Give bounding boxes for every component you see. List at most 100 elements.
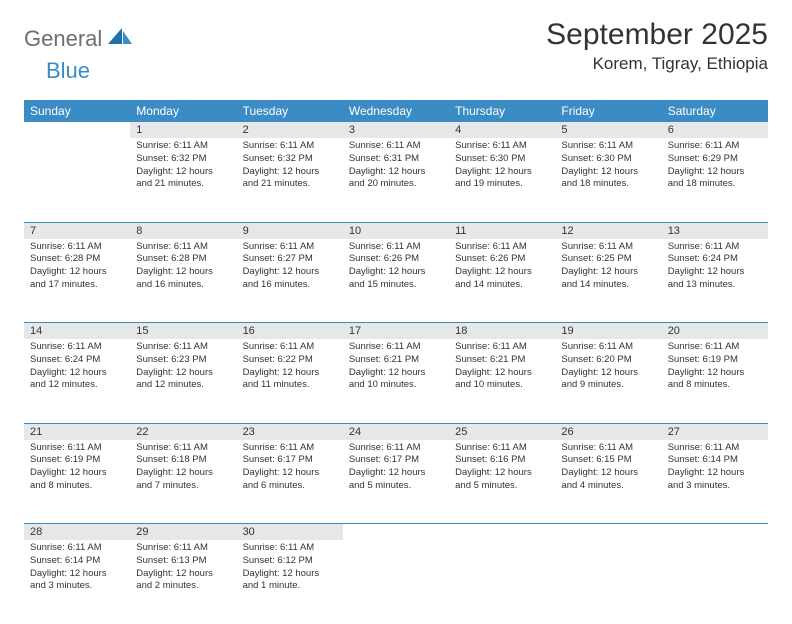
- calendar-table: Sunday Monday Tuesday Wednesday Thursday…: [24, 100, 768, 624]
- day-cell: Sunrise: 6:11 AM Sunset: 6:22 PM Dayligh…: [237, 339, 343, 423]
- day-cell-text: Sunrise: 6:11 AM Sunset: 6:31 PM Dayligh…: [343, 138, 449, 195]
- day-cell: Sunrise: 6:11 AM Sunset: 6:19 PM Dayligh…: [24, 440, 130, 524]
- day-cell-text: Sunrise: 6:11 AM Sunset: 6:21 PM Dayligh…: [343, 339, 449, 396]
- day-cell-text: Sunrise: 6:11 AM Sunset: 6:26 PM Dayligh…: [449, 239, 555, 296]
- day-cell: [662, 540, 768, 624]
- day-cell: Sunrise: 6:11 AM Sunset: 6:26 PM Dayligh…: [449, 239, 555, 323]
- day-number: 14: [24, 323, 130, 340]
- weekday-header: Wednesday: [343, 100, 449, 122]
- day-number: [555, 524, 661, 541]
- day-cell-text: Sunrise: 6:11 AM Sunset: 6:29 PM Dayligh…: [662, 138, 768, 195]
- day-cell: Sunrise: 6:11 AM Sunset: 6:12 PM Dayligh…: [237, 540, 343, 624]
- day-cell: Sunrise: 6:11 AM Sunset: 6:31 PM Dayligh…: [343, 138, 449, 222]
- day-content-row: Sunrise: 6:11 AM Sunset: 6:19 PM Dayligh…: [24, 440, 768, 524]
- weekday-header: Friday: [555, 100, 661, 122]
- day-cell: [24, 138, 130, 222]
- day-number: 2: [237, 122, 343, 138]
- day-cell: Sunrise: 6:11 AM Sunset: 6:19 PM Dayligh…: [662, 339, 768, 423]
- day-number: [449, 524, 555, 541]
- day-number: 26: [555, 423, 661, 440]
- day-cell-text: Sunrise: 6:11 AM Sunset: 6:13 PM Dayligh…: [130, 540, 236, 597]
- day-content-row: Sunrise: 6:11 AM Sunset: 6:24 PM Dayligh…: [24, 339, 768, 423]
- daynum-row: 21222324252627: [24, 423, 768, 440]
- day-cell-text: Sunrise: 6:11 AM Sunset: 6:19 PM Dayligh…: [24, 440, 130, 497]
- day-cell: Sunrise: 6:11 AM Sunset: 6:15 PM Dayligh…: [555, 440, 661, 524]
- day-cell-text: Sunrise: 6:11 AM Sunset: 6:27 PM Dayligh…: [237, 239, 343, 296]
- day-number: 5: [555, 122, 661, 138]
- day-cell: Sunrise: 6:11 AM Sunset: 6:14 PM Dayligh…: [662, 440, 768, 524]
- day-cell: Sunrise: 6:11 AM Sunset: 6:14 PM Dayligh…: [24, 540, 130, 624]
- day-cell: Sunrise: 6:11 AM Sunset: 6:30 PM Dayligh…: [555, 138, 661, 222]
- day-cell: [343, 540, 449, 624]
- day-cell: Sunrise: 6:11 AM Sunset: 6:24 PM Dayligh…: [662, 239, 768, 323]
- day-number: 30: [237, 524, 343, 541]
- day-cell-text: Sunrise: 6:11 AM Sunset: 6:32 PM Dayligh…: [237, 138, 343, 195]
- day-cell-text: [555, 540, 661, 546]
- day-number: 17: [343, 323, 449, 340]
- day-cell-text: Sunrise: 6:11 AM Sunset: 6:16 PM Dayligh…: [449, 440, 555, 497]
- day-cell: Sunrise: 6:11 AM Sunset: 6:23 PM Dayligh…: [130, 339, 236, 423]
- day-cell: Sunrise: 6:11 AM Sunset: 6:16 PM Dayligh…: [449, 440, 555, 524]
- day-number: 6: [662, 122, 768, 138]
- day-number: 7: [24, 222, 130, 239]
- day-number: 20: [662, 323, 768, 340]
- day-number: 10: [343, 222, 449, 239]
- day-cell-text: Sunrise: 6:11 AM Sunset: 6:23 PM Dayligh…: [130, 339, 236, 396]
- day-cell-text: Sunrise: 6:11 AM Sunset: 6:24 PM Dayligh…: [24, 339, 130, 396]
- day-number: 28: [24, 524, 130, 541]
- day-cell-text: Sunrise: 6:11 AM Sunset: 6:30 PM Dayligh…: [449, 138, 555, 195]
- day-cell: Sunrise: 6:11 AM Sunset: 6:28 PM Dayligh…: [24, 239, 130, 323]
- page-title: September 2025: [546, 18, 768, 52]
- day-cell-text: Sunrise: 6:11 AM Sunset: 6:17 PM Dayligh…: [343, 440, 449, 497]
- day-cell-text: Sunrise: 6:11 AM Sunset: 6:24 PM Dayligh…: [662, 239, 768, 296]
- day-cell-text: Sunrise: 6:11 AM Sunset: 6:28 PM Dayligh…: [24, 239, 130, 296]
- day-cell-text: Sunrise: 6:11 AM Sunset: 6:14 PM Dayligh…: [24, 540, 130, 597]
- day-number: 12: [555, 222, 661, 239]
- day-cell: Sunrise: 6:11 AM Sunset: 6:21 PM Dayligh…: [343, 339, 449, 423]
- day-cell: Sunrise: 6:11 AM Sunset: 6:17 PM Dayligh…: [237, 440, 343, 524]
- day-number: 27: [662, 423, 768, 440]
- day-number: 18: [449, 323, 555, 340]
- day-cell: Sunrise: 6:11 AM Sunset: 6:20 PM Dayligh…: [555, 339, 661, 423]
- day-number: 21: [24, 423, 130, 440]
- day-cell: Sunrise: 6:11 AM Sunset: 6:30 PM Dayligh…: [449, 138, 555, 222]
- day-cell-text: Sunrise: 6:11 AM Sunset: 6:18 PM Dayligh…: [130, 440, 236, 497]
- weekday-header: Saturday: [662, 100, 768, 122]
- logo: General: [24, 26, 134, 52]
- weekday-header: Monday: [130, 100, 236, 122]
- day-cell: Sunrise: 6:11 AM Sunset: 6:17 PM Dayligh…: [343, 440, 449, 524]
- day-number: 9: [237, 222, 343, 239]
- day-content-row: Sunrise: 6:11 AM Sunset: 6:32 PM Dayligh…: [24, 138, 768, 222]
- day-cell: Sunrise: 6:11 AM Sunset: 6:25 PM Dayligh…: [555, 239, 661, 323]
- day-cell-text: Sunrise: 6:11 AM Sunset: 6:22 PM Dayligh…: [237, 339, 343, 396]
- day-cell-text: [24, 138, 130, 144]
- day-number: [662, 524, 768, 541]
- day-cell-text: Sunrise: 6:11 AM Sunset: 6:26 PM Dayligh…: [343, 239, 449, 296]
- day-cell: Sunrise: 6:11 AM Sunset: 6:13 PM Dayligh…: [130, 540, 236, 624]
- day-cell: Sunrise: 6:11 AM Sunset: 6:32 PM Dayligh…: [237, 138, 343, 222]
- day-number: 25: [449, 423, 555, 440]
- day-cell: Sunrise: 6:11 AM Sunset: 6:24 PM Dayligh…: [24, 339, 130, 423]
- daynum-row: 14151617181920: [24, 323, 768, 340]
- day-cell: [449, 540, 555, 624]
- day-number: 8: [130, 222, 236, 239]
- day-cell-text: Sunrise: 6:11 AM Sunset: 6:19 PM Dayligh…: [662, 339, 768, 396]
- weekday-header: Thursday: [449, 100, 555, 122]
- day-cell-text: Sunrise: 6:11 AM Sunset: 6:30 PM Dayligh…: [555, 138, 661, 195]
- day-cell-text: Sunrise: 6:11 AM Sunset: 6:25 PM Dayligh…: [555, 239, 661, 296]
- day-number: 11: [449, 222, 555, 239]
- day-number: 4: [449, 122, 555, 138]
- day-cell-text: Sunrise: 6:11 AM Sunset: 6:17 PM Dayligh…: [237, 440, 343, 497]
- weekday-header: Tuesday: [237, 100, 343, 122]
- day-content-row: Sunrise: 6:11 AM Sunset: 6:28 PM Dayligh…: [24, 239, 768, 323]
- day-cell-text: [662, 540, 768, 546]
- day-cell-text: Sunrise: 6:11 AM Sunset: 6:28 PM Dayligh…: [130, 239, 236, 296]
- day-cell-text: Sunrise: 6:11 AM Sunset: 6:32 PM Dayligh…: [130, 138, 236, 195]
- day-number: 3: [343, 122, 449, 138]
- daynum-row: 78910111213: [24, 222, 768, 239]
- day-content-row: Sunrise: 6:11 AM Sunset: 6:14 PM Dayligh…: [24, 540, 768, 624]
- logo-text-blue: Blue: [46, 58, 90, 83]
- day-number: 24: [343, 423, 449, 440]
- daynum-row: 282930: [24, 524, 768, 541]
- day-cell: Sunrise: 6:11 AM Sunset: 6:27 PM Dayligh…: [237, 239, 343, 323]
